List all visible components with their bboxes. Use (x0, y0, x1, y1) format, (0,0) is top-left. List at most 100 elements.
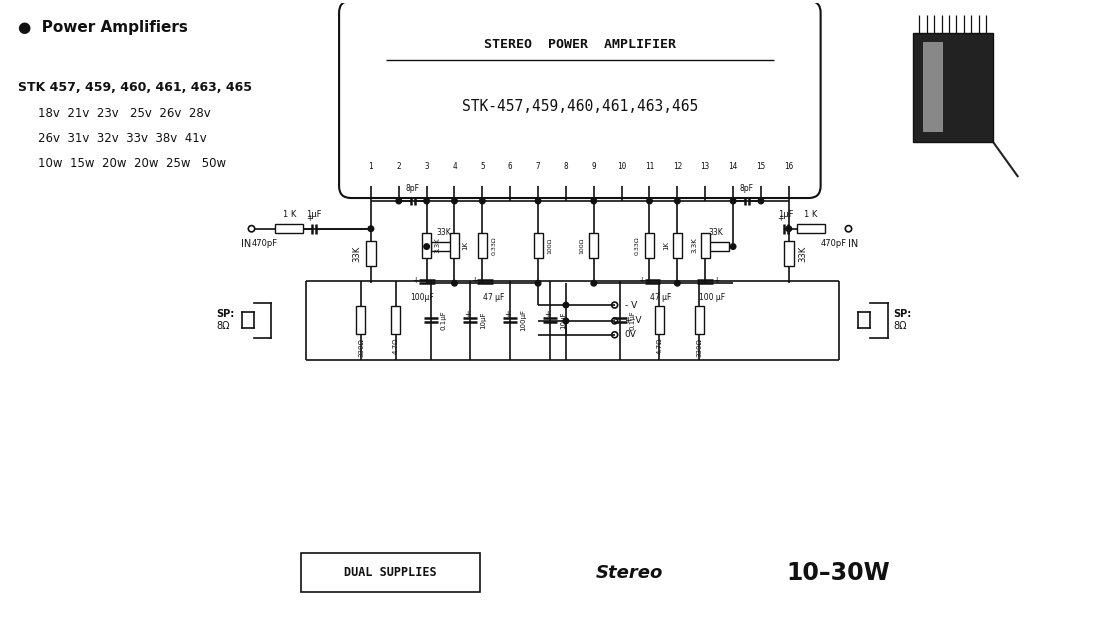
Text: 10w  15w  20w  20w  25w   50w: 10w 15w 20w 20w 25w 50w (37, 157, 226, 170)
Text: 10µF: 10µF (560, 311, 565, 329)
Text: 1 K: 1 K (804, 210, 817, 219)
Text: 12: 12 (673, 162, 682, 170)
Bar (422, 233, 431, 258)
Text: 33K: 33K (437, 228, 451, 237)
Text: IN: IN (848, 239, 859, 249)
Text: 10µF: 10µF (481, 311, 486, 329)
Text: 47 µF: 47 µF (650, 293, 671, 302)
Text: 9: 9 (592, 162, 596, 170)
Text: 100Ω: 100Ω (548, 237, 552, 254)
Text: 47 µF: 47 µF (483, 293, 504, 302)
Text: Stereo: Stereo (596, 564, 663, 582)
Circle shape (452, 198, 458, 204)
Circle shape (424, 244, 429, 249)
Circle shape (563, 303, 569, 308)
Text: 33K: 33K (352, 246, 362, 262)
Text: +: + (543, 311, 550, 319)
Text: 1: 1 (368, 162, 373, 170)
Text: +: + (504, 311, 510, 319)
Text: ●  Power Amplifiers: ● Power Amplifiers (18, 20, 188, 35)
Bar (695, 306, 704, 334)
Text: 470pF: 470pF (821, 239, 847, 248)
Circle shape (730, 244, 736, 249)
Text: 11: 11 (645, 162, 654, 170)
Bar (275, 224, 304, 233)
Text: 16: 16 (784, 162, 793, 170)
Text: 33K: 33K (708, 228, 724, 237)
Text: 18v  21v  23v   25v  26v  28v: 18v 21v 23v 25v 26v 28v (37, 107, 210, 120)
Text: 8pF: 8pF (740, 184, 754, 193)
Text: 8: 8 (563, 162, 569, 170)
Text: STK-457,459,460,461,463,465: STK-457,459,460,461,463,465 (462, 99, 698, 114)
Bar (392, 306, 400, 334)
Text: 330Ω: 330Ω (696, 338, 702, 356)
Bar (701, 233, 710, 258)
Circle shape (480, 198, 485, 204)
Text: 7: 7 (536, 162, 540, 170)
Text: IN: IN (241, 239, 252, 249)
Text: +: + (778, 214, 784, 223)
Circle shape (674, 280, 680, 286)
Text: 1K: 1K (462, 241, 469, 250)
Text: 33K: 33K (799, 246, 807, 262)
Text: 100µF: 100µF (410, 293, 433, 302)
Text: +: + (464, 311, 471, 319)
Text: +: + (306, 214, 312, 223)
Circle shape (563, 318, 569, 324)
Bar (654, 306, 664, 334)
Text: 10: 10 (617, 162, 626, 170)
Bar (784, 241, 793, 266)
Text: 100µF: 100µF (520, 309, 526, 331)
Text: 2: 2 (396, 162, 402, 170)
Circle shape (536, 198, 541, 204)
Text: 8Ω: 8Ω (217, 321, 230, 331)
Bar (704, 242, 728, 250)
Bar (366, 241, 375, 266)
Bar (923, 42, 943, 131)
Text: 0.1µF: 0.1µF (441, 310, 447, 330)
Text: 4: 4 (452, 162, 456, 170)
Circle shape (758, 198, 763, 204)
Circle shape (647, 198, 652, 204)
Circle shape (452, 280, 458, 286)
Text: 100 µF: 100 µF (700, 293, 725, 302)
Text: SP:: SP: (893, 309, 912, 319)
Text: 14: 14 (728, 162, 738, 170)
Text: 1K: 1K (663, 241, 670, 250)
Text: 0.33Ω: 0.33Ω (492, 236, 497, 255)
Bar (301, 553, 481, 593)
Bar (913, 32, 993, 141)
Text: STEREO  POWER  AMPLIFIER: STEREO POWER AMPLIFIER (484, 38, 675, 51)
Bar (673, 233, 682, 258)
Text: 3.3K: 3.3K (691, 237, 697, 254)
Text: 15: 15 (757, 162, 766, 170)
Text: 100Ω: 100Ω (580, 237, 584, 254)
Text: 0.33Ω: 0.33Ω (635, 236, 640, 255)
Text: 10–30W: 10–30W (786, 560, 890, 585)
Bar (356, 306, 365, 334)
Text: 0.1µF: 0.1µF (629, 310, 636, 330)
Bar (590, 233, 598, 258)
Text: 470pF: 470pF (252, 239, 277, 248)
Bar (477, 233, 487, 258)
Text: 3.3K: 3.3K (434, 237, 441, 254)
Text: 13: 13 (701, 162, 710, 170)
Bar (796, 224, 825, 233)
Circle shape (424, 198, 429, 204)
Text: +: + (471, 276, 477, 285)
Text: 1µF: 1µF (307, 210, 322, 219)
Text: 26v  31v  32v  33v  38v  41v: 26v 31v 32v 33v 38v 41v (37, 132, 207, 145)
Text: 5: 5 (480, 162, 485, 170)
Bar (534, 233, 542, 258)
Text: +: + (412, 276, 419, 285)
Text: 3: 3 (425, 162, 429, 170)
Circle shape (368, 226, 374, 231)
Text: 4.7Ω: 4.7Ω (657, 338, 662, 354)
Text: DUAL SUPPLIES: DUAL SUPPLIES (344, 566, 437, 579)
FancyBboxPatch shape (339, 1, 821, 198)
Circle shape (730, 198, 736, 204)
Text: 1 K: 1 K (283, 210, 296, 219)
Bar (645, 233, 654, 258)
Text: +: + (713, 276, 719, 285)
Text: - V: - V (625, 301, 637, 309)
